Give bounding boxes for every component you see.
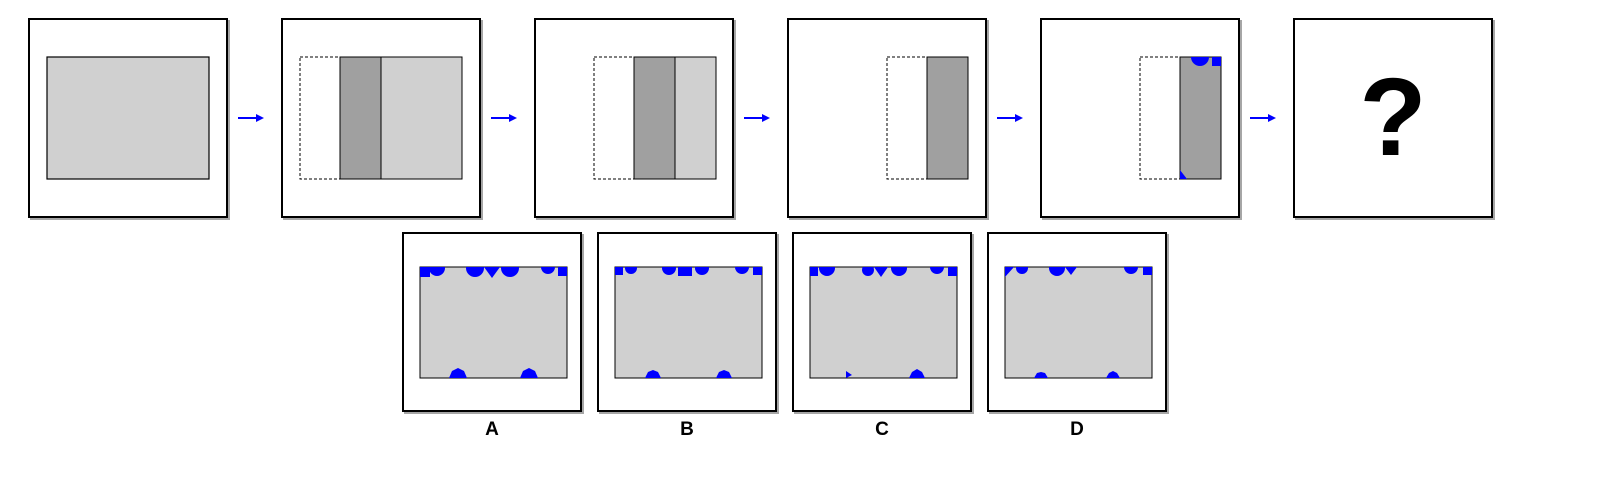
option-b-panel[interactable]	[597, 232, 777, 412]
option-a-label[interactable]: A	[485, 419, 499, 440]
sequence-panel-5	[1040, 18, 1240, 218]
question-mark: ?	[1359, 56, 1427, 179]
question-panel: ?	[1293, 18, 1493, 218]
panel-5-drawing	[1139, 56, 1222, 180]
sequence-panel-2	[281, 18, 481, 218]
option-b-drawing	[614, 266, 763, 379]
arrow-right-icon	[744, 114, 770, 122]
panel-2-drawing	[299, 56, 463, 180]
sequence-panel-4	[787, 18, 987, 218]
option-d-label[interactable]: D	[1070, 419, 1084, 440]
arrow-right-icon	[491, 114, 517, 122]
panel-1-drawing	[46, 56, 210, 180]
sequence-panel-1	[28, 18, 228, 218]
option-d-panel[interactable]	[987, 232, 1167, 412]
panel-3-drawing	[593, 56, 717, 180]
gray-rectangle	[46, 56, 210, 180]
option-d-drawing	[1004, 266, 1153, 379]
option-a-panel[interactable]	[402, 232, 582, 412]
sequence-panel-3	[534, 18, 734, 218]
option-c-panel[interactable]	[792, 232, 972, 412]
arrow-right-icon	[997, 114, 1023, 122]
panel-4-drawing	[886, 56, 969, 180]
arrow-right-icon	[1250, 114, 1276, 122]
option-c-label[interactable]: C	[875, 419, 889, 440]
arrow-right-icon	[238, 114, 264, 122]
option-b-label[interactable]: B	[680, 419, 694, 440]
option-a-drawing	[419, 266, 568, 379]
option-c-drawing	[809, 266, 958, 379]
